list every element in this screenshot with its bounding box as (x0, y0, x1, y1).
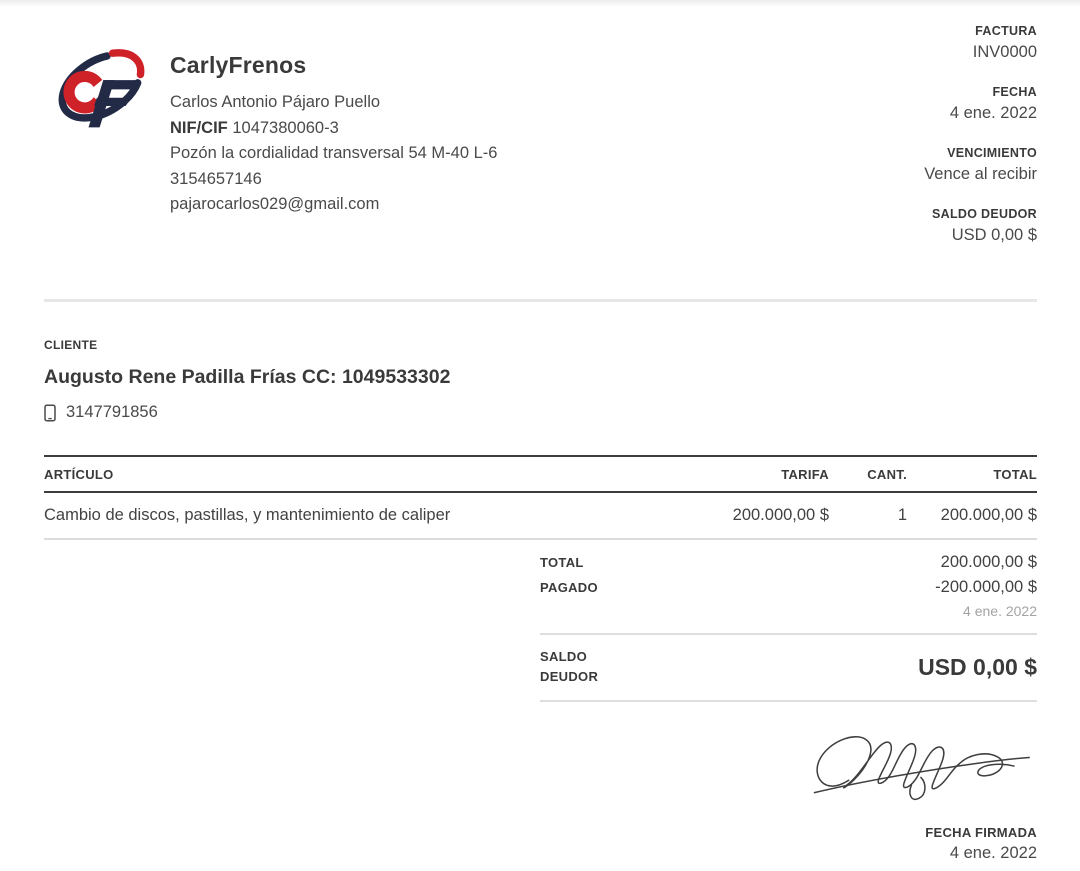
company-info: CarlyFrenos Carlos Antonio Pájaro Puello… (170, 52, 497, 218)
company-logo (44, 48, 146, 145)
paid-row: PAGADO -200.000,00 $ (540, 575, 1037, 600)
client-section-label: CLIENTE (44, 338, 98, 352)
col-header-article: ARTÍCULO (44, 467, 114, 482)
company-phone: 3154657146 (170, 169, 262, 188)
invoice-date-label: FECHA (992, 85, 1037, 99)
top-shade-divider (0, 0, 1080, 7)
signed-date-label: FECHA FIRMADA (925, 825, 1037, 840)
balance-due-label: SALDO DEUDOR (932, 207, 1037, 221)
total-value: 200.000,00 $ (940, 553, 1037, 571)
company-nif: NIF/CIF 1047380060-3 (170, 116, 497, 142)
total-row: TOTAL 200.000,00 $ (540, 550, 1037, 575)
invoice-number-value: INV0000 (972, 43, 1037, 61)
totals-bottom-divider (540, 700, 1037, 702)
invoice-date-value: 4 ene. 2022 (949, 104, 1037, 122)
total-label: TOTAL (540, 555, 584, 570)
meta-due: VENCIMIENTO Vence al recibir (924, 144, 1037, 187)
signature-image (813, 736, 1030, 801)
balance-label: SALDO DEUDOR (540, 647, 598, 687)
meta-balance: SALDO DEUDOR USD 0,00 $ (924, 205, 1037, 248)
header-divider (44, 299, 1037, 302)
company-nif-label: NIF/CIF (170, 118, 228, 137)
client-name: Augusto Rene Padilla Frías CC: 104953330… (44, 366, 451, 388)
due-label: VENCIMIENTO (947, 146, 1037, 160)
meta-invoice: FACTURA INV0000 (924, 22, 1037, 65)
signature-section: FECHA FIRMADA 4 ene. 2022 (44, 728, 1037, 866)
carlyfrenos-logo-icon (58, 49, 145, 128)
mobile-phone-icon (44, 403, 56, 422)
totals-section: TOTAL 200.000,00 $ PAGADO -200.000,00 $ … (540, 540, 1037, 702)
company-owner: Carlos Antonio Pájaro Puello (170, 93, 381, 111)
paid-value: -200.000,00 $ (935, 578, 1037, 596)
col-header-rate: TARIFA (781, 467, 829, 482)
item-rate: 200.000,00 $ (732, 506, 829, 524)
balance-block: SALDO DEUDOR USD 0,00 $ (540, 635, 1037, 700)
company-name: CarlyFrenos (170, 52, 307, 78)
balance-due-value: USD 0,00 $ (951, 226, 1037, 244)
balance-label-line2: DEUDOR (540, 669, 599, 684)
client-section: CLIENTE Augusto Rene Padilla Frías CC: 1… (44, 338, 1037, 422)
company-address: Pozón la cordialidad transversal 54 M-40… (170, 144, 498, 162)
paid-date: 4 ene. 2022 (963, 603, 1037, 619)
due-value: Vence al recibir (924, 165, 1037, 183)
balance-value: USD 0,00 $ (918, 653, 1037, 680)
paid-label: PAGADO (540, 580, 598, 595)
item-article: Cambio de discos, pastillas, y mantenimi… (44, 506, 451, 524)
col-header-qty: CANT. (867, 467, 907, 482)
company-nif-value: 1047380060-3 (232, 118, 339, 137)
invoice-header: CarlyFrenos Carlos Antonio Pájaro Puello… (44, 0, 1037, 266)
items-table: ARTÍCULO TARIFA CANT. TOTAL Cambio de di… (44, 455, 1037, 540)
totals-divider (540, 633, 1037, 635)
invoice-number-label: FACTURA (975, 24, 1037, 38)
balance-label-line1: SALDO (540, 649, 587, 664)
item-qty: 1 (897, 506, 907, 524)
client-phone-row: 3147791856 (44, 403, 1037, 422)
invoice-meta: FACTURA INV0000 FECHA 4 ene. 2022 VENCIM… (924, 22, 1037, 266)
col-header-total: TOTAL (993, 467, 1037, 482)
items-table-header: ARTÍCULO TARIFA CANT. TOTAL (44, 455, 1037, 493)
client-phone-value: 3147791856 (66, 403, 158, 421)
signed-date-value: 4 ene. 2022 (949, 844, 1037, 862)
company-email: pajarocarlos029@gmail.com (170, 195, 380, 213)
table-row: Cambio de discos, pastillas, y mantenimi… (44, 493, 1037, 540)
item-total: 200.000,00 $ (940, 506, 1037, 524)
meta-date: FECHA 4 ene. 2022 (924, 83, 1037, 126)
